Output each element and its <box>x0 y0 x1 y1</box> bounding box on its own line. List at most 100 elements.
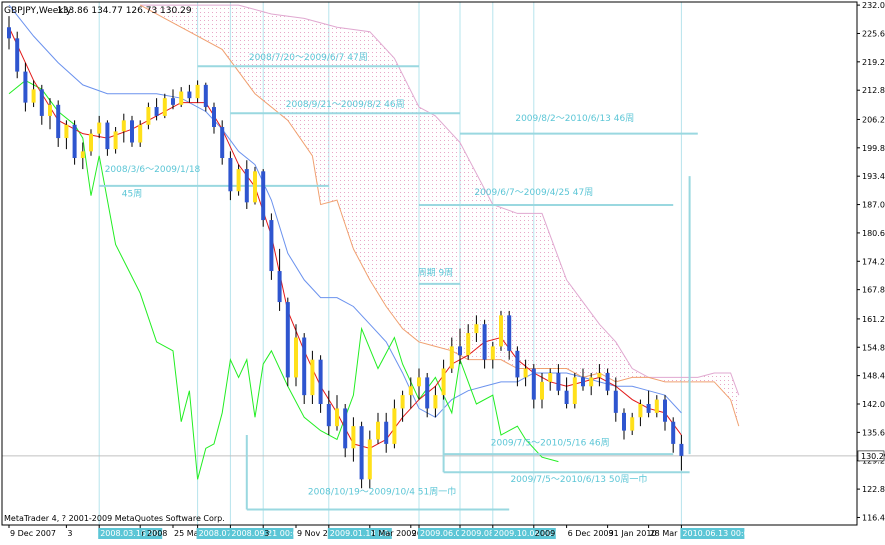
x-highlight-label: 2009.01.18 00:00 <box>330 529 401 538</box>
x-tick-label: 1 Mar 2009 <box>371 529 417 538</box>
candle-body <box>31 89 36 103</box>
candle-body <box>228 158 233 192</box>
cycle-span-label: 2008/10/19～2009/10/4 51周一巾 <box>308 485 456 497</box>
candle-body <box>113 131 118 150</box>
candle-body <box>663 399 667 422</box>
candle-body <box>261 171 266 221</box>
candle-body <box>343 408 348 449</box>
x-tick-label: 6 Dec 2009 <box>568 529 614 538</box>
x-highlight-box <box>229 528 294 539</box>
cycle-span-label: 2009/7/5～2010/5/16 46周 <box>491 438 610 449</box>
cycle-span-label: 45周 <box>122 189 142 200</box>
cycle-span-label: 2008/7/20～2009/6/7 47周 <box>249 52 368 63</box>
x-highlight-box <box>491 528 556 539</box>
candle-body <box>392 408 397 444</box>
candle-body <box>154 107 159 116</box>
candle-body <box>236 169 241 192</box>
candle-body <box>597 372 602 378</box>
candle-body <box>564 390 569 405</box>
candle-body <box>351 426 356 449</box>
candle-body <box>499 315 503 347</box>
candle-body <box>89 133 93 152</box>
candle-body <box>466 333 471 356</box>
x-tick-label: 26 <box>412 529 422 538</box>
copyright-text: MetaTrader 4, ? 2001-2009 MetaQuotes Sof… <box>4 514 225 523</box>
candle-body <box>15 38 20 72</box>
chikou-line <box>8 79 559 480</box>
cycle-span-label: 2009/7/5～2010/6/13 50周一巾 <box>510 473 647 485</box>
x-highlight-box <box>418 528 482 539</box>
candle-body <box>187 91 192 99</box>
candle-body <box>195 84 200 99</box>
candle-body <box>310 359 315 396</box>
candle-body <box>605 372 610 391</box>
candle-body <box>474 324 479 334</box>
x-highlight-label: 2010.06.13 00:00 <box>682 529 753 538</box>
candle-body <box>277 271 282 303</box>
candle-body <box>408 386 413 396</box>
candle-body <box>220 126 225 159</box>
kijun-line <box>8 4 682 418</box>
y-tick-label: 142.00 <box>862 400 885 409</box>
candle-body <box>171 98 175 105</box>
y-tick-label: 219.20 <box>862 58 885 67</box>
y-tick-label: 148.40 <box>862 372 885 381</box>
y-tick-label: 129.20 <box>862 457 885 466</box>
candle-body <box>507 315 512 351</box>
candle-body <box>162 98 167 116</box>
kumo-cloud <box>140 5 739 427</box>
x-highlight-box <box>327 528 392 539</box>
y-tick-label: 180.60 <box>862 229 885 238</box>
candle-body <box>482 324 487 360</box>
x-highlight-label: 2008.03.16 00:00 <box>100 529 171 538</box>
y-tick-label: 232.00 <box>862 1 885 10</box>
candle-body <box>572 377 577 405</box>
candle-body <box>490 346 495 360</box>
symbol-label: GBPJPY,Weekly <box>4 6 72 16</box>
candle-body <box>613 390 618 413</box>
candle-body <box>269 220 274 272</box>
candle-body <box>646 404 651 413</box>
y-tick-label: 154.80 <box>862 343 885 352</box>
x-tick-label: 2009 <box>535 529 555 538</box>
candle-body <box>302 337 307 396</box>
candle-body <box>97 122 102 134</box>
cycle-span-label: 2008/3/6～2009/1/18 <box>105 165 201 175</box>
candle-body <box>179 91 184 105</box>
x-tick-label: 9 Nov 200 <box>297 529 338 538</box>
candle-body <box>630 417 635 431</box>
plot-frame <box>1 1 858 526</box>
y-tick-label: 193.40 <box>862 172 885 181</box>
x-tick-label: 3 <box>264 529 269 538</box>
y-tick-label: 167.80 <box>862 286 885 295</box>
candle-body <box>531 368 536 400</box>
candle-body <box>64 124 69 139</box>
x-highlight-box <box>459 528 523 539</box>
current-price-label: 130.29 <box>861 452 885 461</box>
x-tick-label: 28 Mar 2010 <box>650 529 701 538</box>
candle-body <box>589 377 594 387</box>
candle-body <box>515 350 520 378</box>
candle-body <box>48 104 52 116</box>
candle-body <box>23 71 28 103</box>
x-highlight-box <box>680 528 745 539</box>
y-tick-label: 206.20 <box>862 115 885 124</box>
x-highlight-label: 2009.06.07 00:00 <box>420 529 491 538</box>
candle-body <box>622 412 626 431</box>
candle-body <box>425 377 430 409</box>
candle-body <box>335 408 339 427</box>
senkou-span-a-line <box>139 4 740 427</box>
candle-body <box>679 443 684 456</box>
y-tick-label: 161.20 <box>862 315 885 324</box>
candle-body <box>7 27 11 39</box>
candle-body <box>39 89 44 116</box>
candle-body <box>384 421 389 444</box>
y-tick-label: 187.00 <box>862 201 885 210</box>
candle-body <box>654 399 659 413</box>
current-price-box <box>857 450 885 462</box>
candle-body <box>130 120 134 143</box>
candle-body <box>146 107 151 125</box>
candle-body <box>458 346 462 356</box>
